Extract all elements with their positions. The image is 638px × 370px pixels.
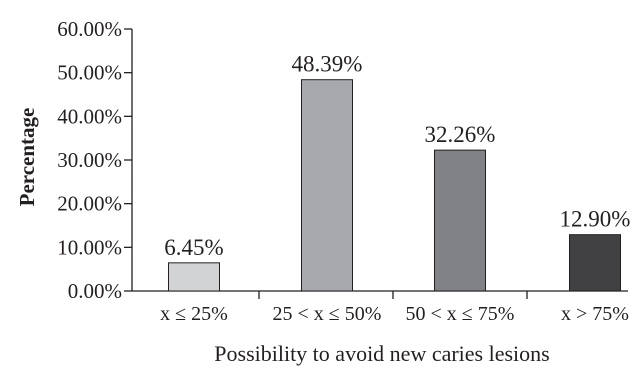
y-tick-label: 40.00% — [57, 104, 122, 128]
bar-value-label: 48.39% — [292, 52, 363, 77]
bar — [301, 79, 353, 292]
bar-value-label: 12.90% — [560, 207, 631, 232]
y-tick-label: 10.00% — [57, 235, 122, 259]
y-tick-label: 30.00% — [57, 148, 122, 172]
bar — [168, 262, 220, 292]
y-tick-label: 60.00% — [57, 17, 122, 41]
value-labels: 6.45% 48.39% 32.26% 12.90% — [164, 52, 630, 260]
category-label: 50 < x ≤ 75% — [406, 303, 515, 325]
bar-value-label: 32.26% — [425, 122, 496, 147]
bar — [569, 234, 621, 292]
bar — [434, 149, 486, 292]
category-label: 25 < x ≤ 50% — [273, 303, 382, 325]
bars — [168, 79, 621, 292]
bar-value-label: 6.45% — [164, 235, 223, 260]
x-axis — [132, 290, 628, 299]
y-tick-label: 0.00% — [68, 279, 122, 303]
category-labels: x ≤ 25% 25 < x ≤ 50% 50 < x ≤ 75% x > 75% — [160, 303, 629, 325]
y-tick-label: 20.00% — [57, 192, 122, 216]
category-label: x ≤ 25% — [160, 303, 228, 325]
y-axis-title: Percentage — [15, 108, 39, 207]
y-tick-label: 50.00% — [57, 61, 122, 85]
x-axis-title: Possibility to avoid new caries lesions — [214, 341, 549, 366]
category-label: x > 75% — [561, 303, 629, 325]
y-axis: 0.00% 10.00% 20.00% 30.00% 40.00% 50.00% 60.00… — [57, 17, 133, 303]
